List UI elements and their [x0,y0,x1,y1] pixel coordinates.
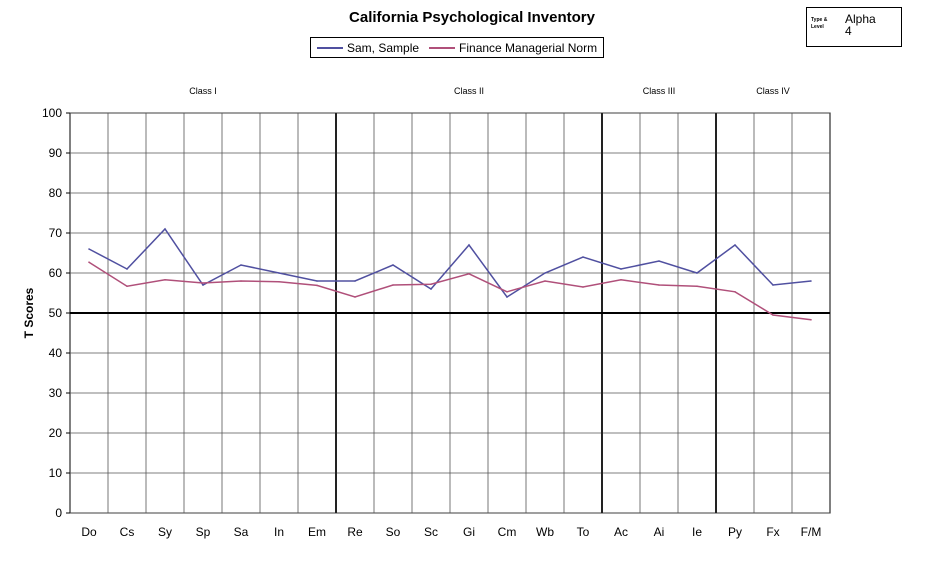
series-line-2 [88,261,812,321]
ytick-label-100: 100 [42,106,62,120]
series-2-point-sy [164,279,166,281]
type-level-value: Alpha 4 [845,13,876,37]
ytick-label-40: 40 [49,346,63,360]
ytick-label-20: 20 [49,426,63,440]
legend-entry-2: Finance Managerial Norm [429,41,597,55]
xtick-label-py: Py [728,525,742,539]
legend-entry-1: Sam, Sample [317,41,419,55]
xtick-label-so: So [386,525,401,539]
series-2-point-sp [202,282,204,284]
series-1-point-ac [620,268,622,270]
type-level-box: Type & Level Alpha 4 [806,7,902,47]
xtick-label-sc: Sc [424,525,438,539]
series-1-point-sp [202,284,204,286]
class-label-3: Class III [643,86,676,96]
series-1-point-sy [164,228,166,230]
xtick-label-re: Re [347,525,363,539]
xtick-label-cm: Cm [498,525,517,539]
series-1-point-em [316,280,318,282]
series-2-point-py [734,291,736,293]
ytick-label-60: 60 [49,266,63,280]
xtick-label-sa: Sa [234,525,249,539]
ytick-label-80: 80 [49,186,63,200]
ytick-label-30: 30 [49,386,63,400]
series-2-point-fx [772,314,774,316]
series-2-point-ai [658,284,660,286]
xtick-label-in: In [274,525,284,539]
legend-label-2: Finance Managerial Norm [459,40,598,55]
xtick-label-wb: Wb [536,525,554,539]
series-2-point-ie [696,285,698,288]
series-2-point-wb [544,280,546,282]
ytick-label-10: 10 [49,466,63,480]
series-2-point-f-m [810,319,812,321]
ytick-label-50: 50 [49,306,63,320]
series-1-point-to [582,256,584,258]
class-label-2: Class II [454,86,484,96]
series-1-point-f-m [810,280,812,282]
series-2-point-em [316,284,318,287]
ytick-label-0: 0 [55,506,62,520]
xtick-label-gi: Gi [463,525,475,539]
series-2-point-to [582,286,584,288]
type-value: Alpha [845,12,876,26]
series-2-point-in [278,281,280,283]
xtick-label-ac: Ac [614,525,628,539]
chart-legend: Sam, Sample Finance Managerial Norm [310,37,605,58]
xtick-label-do: Do [81,525,97,539]
series-2-point-gi [468,273,470,275]
xtick-label-sy: Sy [158,525,172,539]
series-1-point-gi [468,244,470,246]
series-2-point-cs [126,285,128,288]
series-1-point-ie [696,272,698,274]
series-2-point-ac [620,279,622,281]
xtick-label-em: Em [308,525,326,539]
series-2-point-cm [506,291,508,293]
ytick-label-70: 70 [49,226,63,240]
xtick-label-f-m: F/M [801,525,822,539]
legend-swatch-2 [429,46,456,49]
series-1-point-do [88,248,90,250]
series-1-point-wb [544,272,546,274]
series-2-point-so [392,284,394,286]
legend-swatch-1 [317,46,343,49]
level-value: 4 [845,24,852,38]
ytick-label-90: 90 [49,146,63,160]
xtick-label-fx: Fx [766,525,779,539]
class-label-1: Class I [189,86,217,96]
xtick-label-ie: Ie [692,525,702,539]
xtick-label-to: To [577,525,590,539]
series-1-point-in [278,272,280,274]
series-1-point-sa [240,264,242,266]
series-1-point-cm [506,296,508,298]
series-1-point-fx [772,284,774,286]
series-2-point-re [354,296,356,298]
xtick-label-sp: Sp [196,525,211,539]
series-line-1 [88,227,812,299]
series-1-point-sc [430,288,432,290]
series-1-point-py [734,244,736,246]
series-2-point-do [88,261,90,264]
class-label-4: Class IV [756,86,790,96]
xtick-label-cs: Cs [120,525,135,539]
chart-title: California Psychological Inventory [349,9,595,26]
series-1-point-cs [126,268,128,270]
type-level-label: Type & Level [811,17,828,30]
xtick-label-ai: Ai [654,525,665,539]
series-1-point-so [392,264,394,266]
legend-label-1: Sam, Sample [347,40,420,55]
series-2-point-sc [430,283,432,286]
series-2-point-sa [240,280,242,282]
series-1-point-ai [658,260,660,262]
series-1-point-re [354,280,356,282]
y-axis-label: T Scores [22,287,36,338]
